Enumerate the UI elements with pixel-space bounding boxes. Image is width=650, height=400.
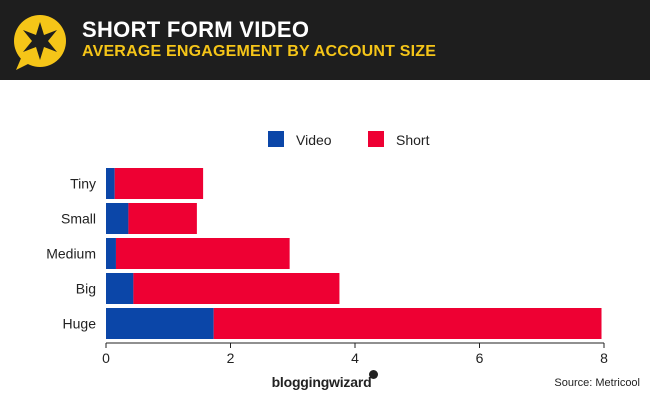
x-tick-label-2: 2 [227,350,235,366]
legend-label-short: Short [396,132,430,148]
y-label-huge: Huge [63,316,97,332]
x-tick-label-8: 8 [600,350,608,366]
bar-big-video [106,273,134,304]
chart-legend: Video Short [268,131,430,148]
brand-dot-icon [369,370,379,379]
bar-small-video [106,203,129,234]
x-tick-label-4: 4 [351,350,359,366]
x-tick-label-6: 6 [476,350,484,366]
bar-huge-short [213,308,602,339]
y-label-small: Small [61,211,96,227]
y-axis-labels: Tiny Small Medium Big Huge [46,176,96,332]
x-tick-label-0: 0 [102,350,110,366]
y-label-tiny: Tiny [70,176,96,192]
chart-bars [106,168,602,339]
bar-tiny-video [106,168,115,199]
legend-swatch-short [368,131,384,147]
y-label-medium: Medium [46,246,96,262]
legend-label-video: Video [296,132,332,148]
bar-medium-video [106,238,116,269]
bar-huge-video [106,308,214,339]
x-axis-ticks: 0 2 4 6 8 [102,343,608,366]
bar-small-short [128,203,197,234]
star-speech-bubble-icon [14,15,66,70]
bar-medium-short [115,238,290,269]
page-subtitle: AVERAGE ENGAGEMENT BY ACCOUNT SIZE [82,43,437,60]
brand-logo: bloggingwizard [0,370,650,390]
header-banner: SHORT FORM VIDEO AVERAGE ENGAGEMENT BY A… [0,0,650,80]
brand-name: bloggingwizard [271,374,372,390]
legend-swatch-video [268,131,284,147]
bar-tiny-short [114,168,204,199]
bar-big-short [133,273,340,304]
y-label-big: Big [76,281,96,297]
source-note: Source: Metricool [554,377,640,389]
page-title: SHORT FORM VIDEO [82,17,310,42]
